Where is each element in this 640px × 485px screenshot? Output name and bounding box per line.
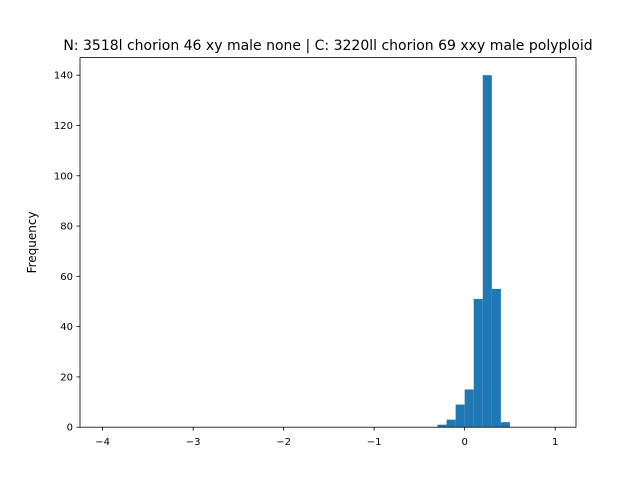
x-tick-label: −2: [276, 437, 291, 448]
y-axis-label: Frequency: [25, 211, 39, 273]
y-tick-label: 60: [60, 272, 73, 283]
x-axis-ticks: −4 −3 −2 −1 0 1: [95, 427, 558, 448]
x-tick-label: −4: [95, 437, 110, 448]
x-tick-label: −1: [367, 437, 382, 448]
y-tick-label: 0: [67, 423, 73, 434]
y-tick-label: 120: [54, 121, 73, 132]
histogram-bar: [455, 404, 465, 428]
axes-frame: [79, 57, 577, 428]
x-tick-label: 1: [552, 437, 558, 448]
y-axis-ticks: 0 20 40 60 80 100 120 140: [54, 71, 80, 434]
histogram-bar: [491, 288, 501, 428]
y-tick-label: 20: [60, 372, 73, 383]
x-tick-label: 0: [461, 437, 467, 448]
histogram-bar: [446, 419, 456, 428]
histogram-bar: [464, 389, 474, 428]
y-tick-label: 80: [60, 222, 73, 233]
bars-group: [437, 75, 510, 428]
y-tick-label: 100: [54, 171, 73, 182]
x-tick-label: −3: [186, 437, 201, 448]
histogram-bar: [473, 298, 483, 428]
y-tick-label: 40: [60, 322, 73, 333]
chart-title: N: 3518l chorion 46 xy male none | C: 32…: [63, 38, 592, 54]
y-tick-label: 140: [54, 71, 73, 82]
histogram-bar: [500, 422, 510, 428]
histogram-bar: [437, 424, 447, 428]
histogram-bar: [482, 75, 492, 428]
